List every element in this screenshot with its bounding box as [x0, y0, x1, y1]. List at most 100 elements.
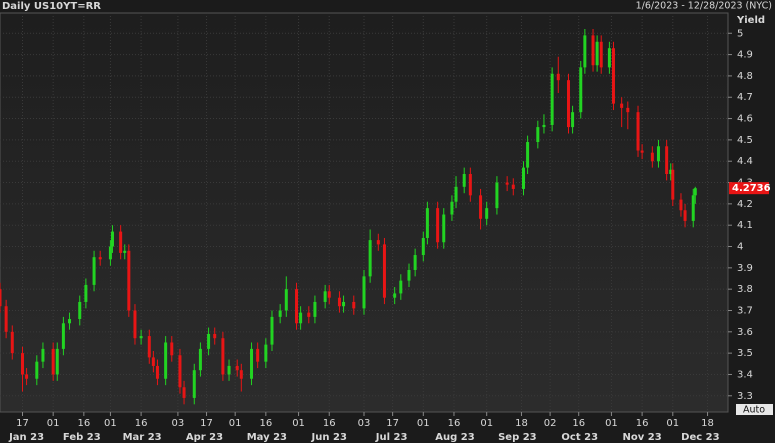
- x-tick-label: 18: [515, 418, 528, 429]
- candle-body: [299, 312, 303, 324]
- candle-body: [691, 195, 695, 221]
- last-price-box: [729, 182, 769, 195]
- candle-body: [362, 276, 366, 309]
- candle-body: [607, 48, 611, 68]
- candle-body: [352, 301, 356, 309]
- candle-body: [368, 240, 372, 277]
- auto-button[interactable]: [736, 404, 773, 415]
- y-tick-label: 3.9: [737, 263, 753, 274]
- y-tick-label: 4.2: [737, 199, 753, 210]
- candle-body: [119, 231, 123, 253]
- chart-title: Daily US10YT=RR: [2, 1, 101, 12]
- month-label: Sep 23: [498, 432, 537, 443]
- y-tick-label: 3.6: [737, 327, 753, 338]
- candle-body: [284, 289, 288, 311]
- month-label: Jul 23: [375, 432, 408, 443]
- candle-body: [611, 48, 615, 104]
- month-label: Aug 23: [435, 432, 474, 443]
- candle-body: [436, 208, 440, 243]
- y-tick-label: 3.5: [737, 348, 753, 359]
- x-tick-label: 01: [47, 418, 60, 429]
- candle-body: [566, 80, 570, 128]
- x-tick-label: 16: [636, 418, 649, 429]
- candle-body: [399, 280, 403, 294]
- candle-body: [295, 289, 299, 324]
- candle-body: [511, 184, 515, 189]
- x-tick-label: 16: [259, 418, 272, 429]
- candle-body: [25, 374, 29, 379]
- candle-body: [556, 73, 560, 81]
- candle-body: [4, 306, 8, 332]
- candle-body: [278, 310, 282, 317]
- x-tick-label: 03: [358, 418, 371, 429]
- candle-body: [0, 289, 2, 307]
- candle-body: [256, 348, 260, 362]
- candle-body: [323, 291, 327, 302]
- candle-body: [656, 146, 660, 162]
- x-tick-label: 01: [229, 418, 242, 429]
- last-price-label: 4.2736: [732, 183, 771, 194]
- candle-body: [579, 67, 583, 113]
- x-tick-label: 16: [448, 418, 461, 429]
- candle-body: [250, 348, 254, 379]
- candle-body: [139, 336, 143, 339]
- y-tick-label: 4.9: [737, 50, 753, 61]
- month-label: Jun 23: [311, 432, 347, 443]
- candle-body: [151, 357, 155, 366]
- candle-body: [127, 250, 131, 311]
- candle-body: [495, 182, 499, 209]
- auto-label[interactable]: Auto: [743, 405, 765, 416]
- x-tick-label: 01: [480, 418, 493, 429]
- candle-body: [536, 127, 540, 143]
- candle-body: [620, 103, 624, 108]
- month-label: Apr 23: [186, 432, 223, 443]
- candle-body: [307, 312, 311, 317]
- candle-body: [526, 142, 530, 168]
- candle-body: [270, 316, 274, 345]
- candle-body: [78, 301, 82, 320]
- candle-body: [98, 257, 102, 260]
- x-tick-label: 18: [701, 418, 714, 429]
- candle-body: [235, 365, 239, 371]
- y-tick-label: 4.1: [737, 220, 753, 231]
- candle-body: [155, 365, 159, 379]
- candle-body: [182, 387, 186, 398]
- month-label: Mar 23: [123, 432, 162, 443]
- candle-body: [84, 284, 88, 302]
- candle-body: [192, 370, 196, 398]
- candle-body: [665, 146, 669, 175]
- x-tick-label: 17: [386, 418, 399, 429]
- candle-body: [20, 353, 24, 375]
- candle-body: [264, 344, 268, 362]
- candle-body: [123, 250, 127, 253]
- candle-body: [595, 41, 599, 66]
- x-tick-label: 17: [200, 418, 213, 429]
- y-tick-label: 4.6: [737, 114, 753, 125]
- candle-body: [413, 255, 417, 270]
- y-tick-label: 3.4: [737, 369, 753, 380]
- candle-body: [669, 169, 673, 175]
- candle-body: [55, 348, 59, 375]
- month-label: May 23: [247, 432, 287, 443]
- x-tick-label: 01: [417, 418, 430, 429]
- month-label: Jan 23: [8, 432, 44, 443]
- candle-body: [693, 188, 697, 196]
- candle-body: [342, 301, 346, 307]
- y-tick-label: 4.7: [737, 92, 753, 103]
- month-label: Oct 23: [561, 432, 598, 443]
- candle-body: [239, 370, 243, 379]
- candle-body: [68, 319, 72, 324]
- candle-body: [61, 323, 65, 349]
- candle-body: [542, 124, 546, 128]
- x-tick-label: 16: [572, 418, 585, 429]
- candle-body: [450, 201, 454, 215]
- y-tick-label: 5: [737, 28, 743, 39]
- candle-body: [133, 310, 137, 339]
- y-tick-label: 3.8: [737, 284, 753, 295]
- candle-body: [626, 107, 630, 113]
- candle-body: [425, 208, 429, 238]
- y-tick-label: 4.5: [737, 135, 753, 146]
- x-tick-label: 01: [666, 418, 679, 429]
- x-tick-label: 17: [16, 418, 29, 429]
